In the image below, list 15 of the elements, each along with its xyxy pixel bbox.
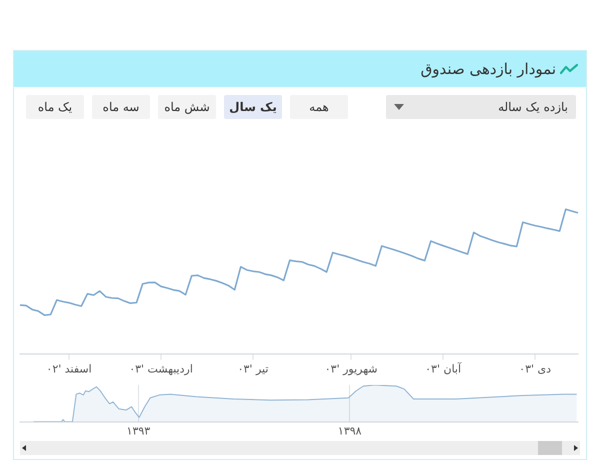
x-tick-label: ۱۳۹۸ — [338, 424, 362, 438]
x-tick-label: ۱۳۹۳ — [126, 424, 150, 438]
text: یک ماه — [26, 95, 84, 119]
x-tick-label: اردیبهشت '۰۳ — [129, 362, 193, 376]
text: سه ماه — [92, 95, 150, 119]
chart-title: نمودار بازدهی صندوق — [420, 60, 556, 78]
text: شش ماه — [158, 95, 216, 119]
text: یک سال — [224, 95, 282, 119]
x-tick-label: اسفند '۰۲ — [46, 362, 92, 376]
x-tick-label: شهریور '۰۳ — [324, 362, 378, 376]
x-tick-label: آبان '۰۳ — [425, 361, 462, 376]
x-tick-label: تیر '۰۳ — [238, 362, 268, 376]
x-tick-label: دی '۰۳ — [519, 362, 552, 376]
dropdown: بازده یک ساله — [386, 95, 576, 119]
text: همه — [290, 95, 348, 119]
